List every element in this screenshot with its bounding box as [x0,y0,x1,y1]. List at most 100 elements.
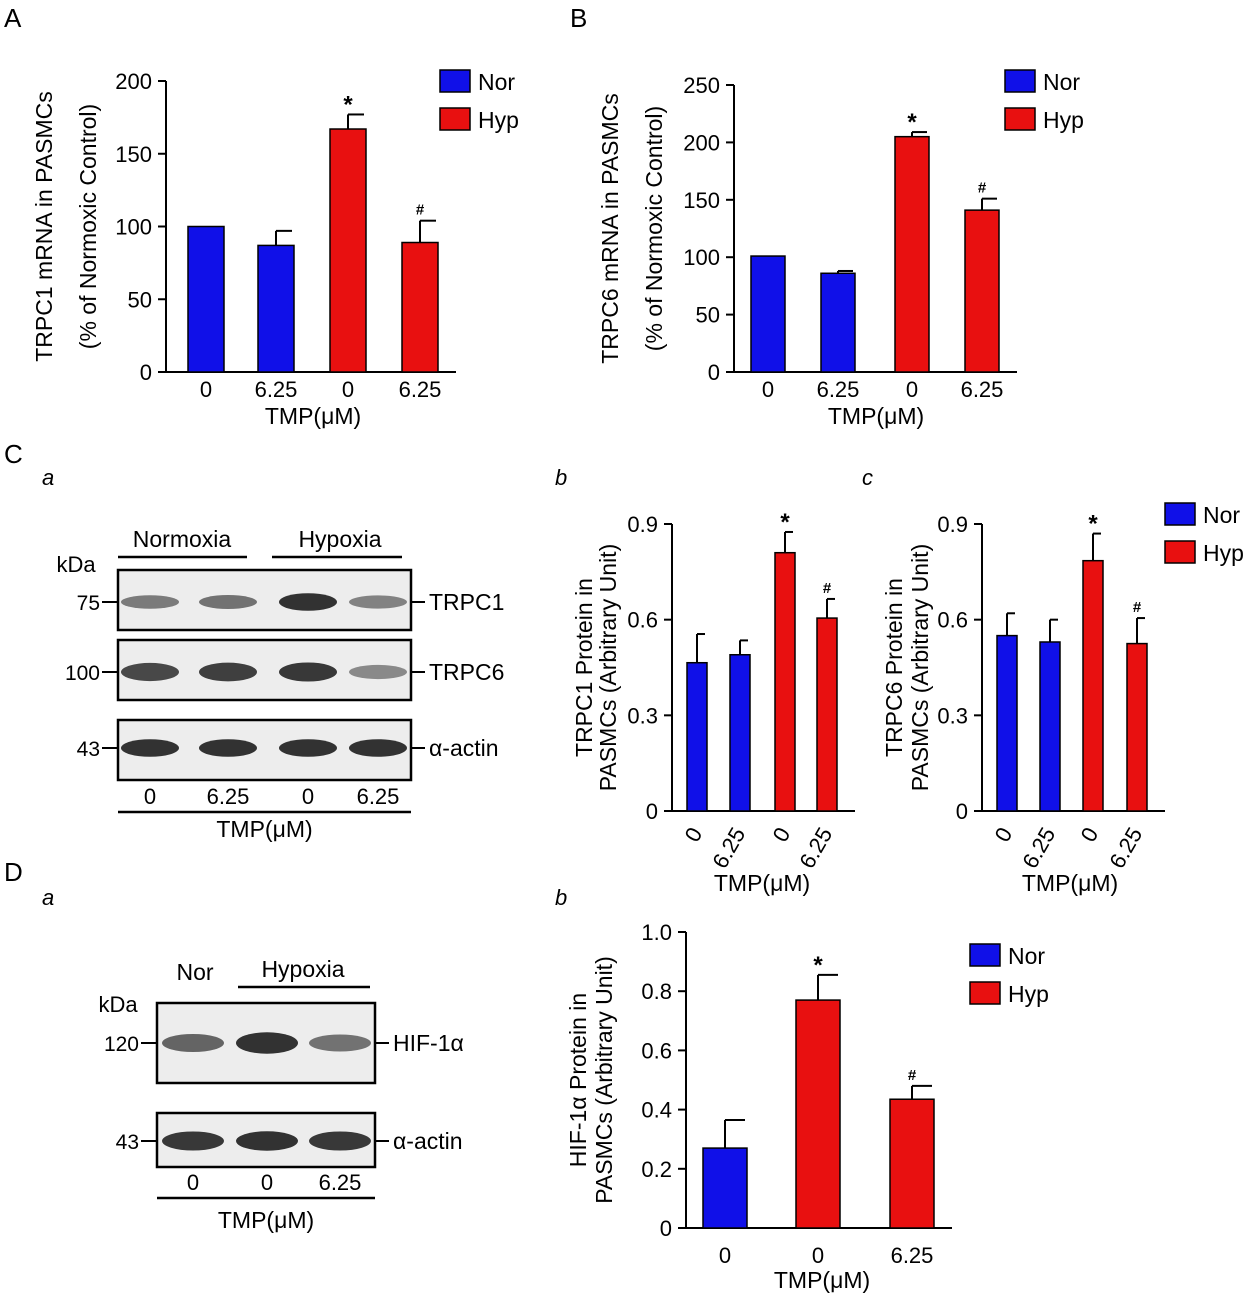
x-tick-label: 0 [200,377,212,402]
x-tick-label: 0 [762,377,774,402]
panel-label-A: A [4,3,22,33]
legend-swatch-hyp [969,981,1001,1005]
x-axis-title: TMP(μM) [774,1267,870,1293]
protein-band [199,595,257,609]
y-axis-title: TRPC6 Protein in [881,578,907,757]
bar [774,551,796,812]
blot-group-label: Hypoxia [261,956,344,982]
y-tick-label: 0.6 [641,1038,672,1063]
protein-band [199,739,257,757]
lane-label: 0 [187,1170,199,1195]
x-tick-label: 0 [768,823,796,846]
y-tick-label: 0 [660,1216,672,1241]
blot-group-label: Hypoxia [298,526,381,552]
legend-swatch-nor [1004,69,1036,93]
bar [996,634,1018,812]
y-tick-label: 0 [140,360,152,385]
panel-sublabel-Cc: c [862,465,873,490]
y-tick-label: 0.9 [937,512,968,537]
panel-sublabel-Db: b [555,885,567,910]
y-axis-title: HIF-1α Protein in [565,993,591,1167]
y-tick-label: 150 [115,142,152,167]
y-axis-title: PASMCs (Arbitrary Unit) [595,544,621,792]
y-axis-title: (% of Normoxic Control) [641,106,667,351]
legend-swatch-nor [439,69,471,93]
y-tick-label: 1.0 [641,920,672,945]
legend-label-hyp: Hyp [1203,540,1244,566]
bar [1082,559,1104,812]
x-tick-label: 6.25 [794,823,837,873]
kda-label: kDa [56,552,96,577]
blot-group-label: Normoxia [133,526,232,552]
protein-label: α-actin [393,1128,463,1154]
significance-hash: # [978,180,987,197]
bar [401,241,439,373]
significance-star: * [343,91,353,118]
y-tick-label: 0 [708,360,720,385]
x-tick-label: 6.25 [817,377,860,402]
western-blot-D: Nor Hypoxia kDa 120 HIF-1α 43 α-actin 0 0 6.25TMP… [98,956,463,1233]
y-tick-label: 0 [646,799,658,824]
legend-label-nor: Nor [1008,943,1045,969]
significance-hash: # [1133,599,1142,616]
legend-swatch-hyp [1164,540,1196,564]
protein-label: HIF-1α [393,1030,464,1056]
y-tick-label: 0.3 [937,703,968,728]
bar [702,1147,748,1229]
protein-band [349,664,407,680]
y-axis-title: TRPC1 Protein in [571,578,597,757]
bar [1039,641,1061,812]
protein-band [199,662,257,682]
legend-label-hyp: Hyp [1008,981,1049,1007]
legend-label-nor: Nor [1203,502,1240,528]
panel-sublabel-Ca: a [42,465,54,490]
protein-band [279,739,337,757]
significance-star: * [907,109,917,136]
protein-band [236,1032,298,1054]
protein-label: α-actin [429,735,499,761]
y-axis-title: TRPC1 mRNA in PASMCs [31,91,57,362]
western-blot-C: Normoxia Hypoxia kDa 75 TRPC1 100 TRPC6 43 α-act… [56,526,504,842]
x-tick-label: 6.25 [891,1243,934,1268]
x-tick-label: 6.25 [1104,823,1147,873]
y-tick-label: 100 [683,245,720,270]
marker-label: 100 [65,662,100,685]
lane-label: 6.25 [319,1170,362,1195]
x-tick-label: 0 [906,377,918,402]
protein-band [162,1033,224,1053]
x-tick-label: 0 [812,1243,824,1268]
panel-label-C: C [4,439,23,469]
legend-label-hyp: Hyp [478,107,519,133]
y-tick-label: 0.6 [937,608,968,633]
bar [329,128,367,373]
y-axis-title: PASMCs (Arbitrary Unit) [591,956,617,1204]
x-tick-label: 0 [342,377,354,402]
bar [729,653,751,812]
y-tick-label: 0.8 [641,979,672,1004]
x-axis-title: TMP(μM) [265,403,361,429]
significance-star: * [780,509,790,536]
lane-label: 0 [261,1170,273,1195]
marker-label: 43 [116,1131,139,1154]
bar [816,617,838,812]
y-axis-title: (% of Normoxic Control) [75,104,101,349]
x-axis-title: TMP(μM) [828,403,924,429]
bar [795,999,841,1229]
panel-label-B: B [570,3,587,33]
significance-star: * [813,952,823,979]
y-tick-label: 0 [956,799,968,824]
protein-band [279,593,337,611]
marker-label: 120 [104,1033,139,1056]
y-tick-label: 50 [128,287,152,312]
y-tick-label: 200 [115,69,152,94]
bar [894,135,930,373]
blot-group-label: Nor [176,959,213,985]
significance-star: * [1088,511,1098,538]
panel-sublabel-Cb: b [555,465,567,490]
bar [750,255,786,373]
